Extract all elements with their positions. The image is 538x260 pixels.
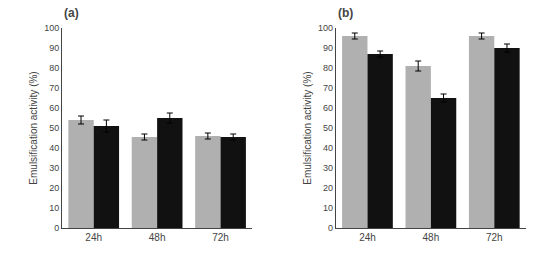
svg-text:50: 50: [323, 123, 333, 133]
svg-text:0: 0: [54, 223, 59, 233]
svg-text:72h: 72h: [486, 232, 503, 243]
svg-text:40: 40: [323, 143, 333, 153]
svg-text:60: 60: [323, 103, 333, 113]
svg-text:70: 70: [323, 83, 333, 93]
svg-text:48h: 48h: [149, 232, 166, 243]
svg-text:50: 50: [49, 123, 59, 133]
svg-text:(a): (a): [64, 6, 79, 20]
svg-text:80: 80: [323, 63, 333, 73]
svg-text:80: 80: [49, 63, 59, 73]
svg-text:24h: 24h: [85, 232, 102, 243]
svg-text:20: 20: [323, 183, 333, 193]
svg-text:60: 60: [49, 103, 59, 113]
svg-text:40: 40: [49, 143, 59, 153]
svg-text:30: 30: [49, 163, 59, 173]
svg-text:70: 70: [49, 83, 59, 93]
svg-text:90: 90: [323, 43, 333, 53]
svg-text:24h: 24h: [359, 232, 376, 243]
svg-text:20: 20: [49, 183, 59, 193]
svg-text:72h: 72h: [212, 232, 229, 243]
svg-text:0: 0: [328, 223, 333, 233]
svg-text:100: 100: [44, 23, 59, 33]
svg-text:30: 30: [323, 163, 333, 173]
svg-text:90: 90: [49, 43, 59, 53]
svg-text:(b): (b): [338, 6, 353, 20]
svg-text:10: 10: [323, 203, 333, 213]
svg-text:48h: 48h: [423, 232, 440, 243]
svg-text:Emulsification activity (%): Emulsification activity (%): [28, 71, 39, 184]
svg-text:Emulsification activity (%): Emulsification activity (%): [302, 71, 313, 184]
svg-text:10: 10: [49, 203, 59, 213]
svg-text:100: 100: [318, 23, 333, 33]
